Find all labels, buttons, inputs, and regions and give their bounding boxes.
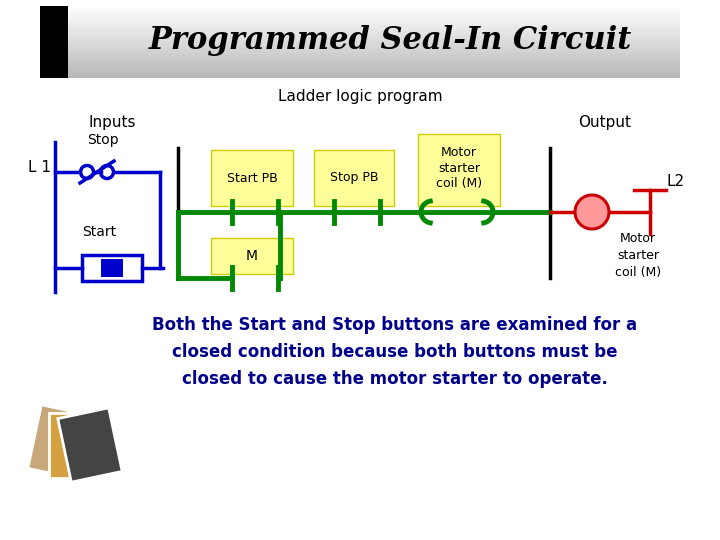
Polygon shape [49,413,101,477]
Circle shape [575,195,609,229]
Text: Inputs: Inputs [88,114,135,130]
Text: Start PB: Start PB [227,172,277,185]
Polygon shape [58,408,122,482]
FancyBboxPatch shape [82,255,142,281]
Text: Stop: Stop [87,133,119,147]
Text: Programmed Seal-In Circuit: Programmed Seal-In Circuit [148,24,631,56]
FancyBboxPatch shape [211,238,293,274]
FancyBboxPatch shape [418,134,500,206]
Text: Motor
starter
coil (M): Motor starter coil (M) [615,232,661,279]
Text: Both the Start and Stop buttons are examined for a: Both the Start and Stop buttons are exam… [153,316,638,334]
Text: closed condition because both buttons must be: closed condition because both buttons mu… [172,343,618,361]
FancyBboxPatch shape [211,150,293,206]
Text: Start: Start [82,225,116,239]
FancyBboxPatch shape [40,6,68,78]
Text: M: M [246,249,258,263]
Text: Ladder logic program: Ladder logic program [278,90,442,105]
Text: Stop PB: Stop PB [330,172,378,185]
Text: L2: L2 [667,174,685,190]
Text: closed to cause the motor starter to operate.: closed to cause the motor starter to ope… [182,370,608,388]
Polygon shape [28,405,92,479]
Text: Motor
starter
coil (M): Motor starter coil (M) [436,146,482,190]
Text: Output: Output [578,114,631,130]
FancyBboxPatch shape [101,259,123,277]
FancyBboxPatch shape [314,150,394,206]
Text: L 1: L 1 [28,160,51,176]
